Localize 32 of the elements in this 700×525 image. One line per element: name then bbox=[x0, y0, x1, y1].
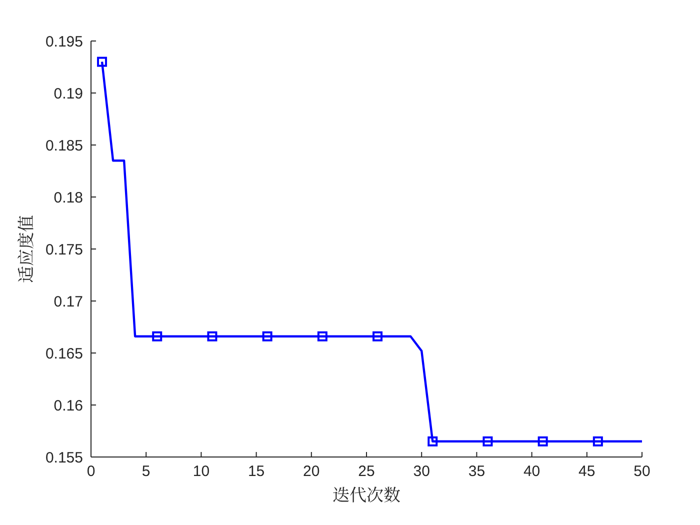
y-tick-label: 0.165 bbox=[45, 345, 83, 362]
point bbox=[207, 331, 218, 342]
x-tick-label: 20 bbox=[303, 463, 320, 480]
y-tick-label: 0.185 bbox=[45, 137, 83, 154]
y-tick-label: 0.195 bbox=[45, 33, 83, 50]
x-tick-label: 25 bbox=[358, 463, 375, 480]
point bbox=[317, 331, 328, 342]
point bbox=[592, 436, 603, 446]
y-tick-label: 0.19 bbox=[54, 85, 83, 102]
point bbox=[262, 331, 272, 342]
x-tick-label: 15 bbox=[248, 463, 265, 480]
point bbox=[152, 331, 162, 342]
x-tick-label: 30 bbox=[413, 463, 430, 480]
x-tick-label: 5 bbox=[142, 463, 150, 480]
point bbox=[538, 436, 548, 446]
y-tick-label: 0.155 bbox=[45, 449, 83, 466]
point bbox=[428, 436, 438, 446]
point bbox=[97, 56, 108, 67]
point bbox=[482, 436, 493, 446]
x-tick-label: 10 bbox=[192, 463, 210, 480]
y-tick-label: 0.16 bbox=[54, 397, 83, 414]
y-tick-label: 0.175 bbox=[45, 241, 83, 258]
x-tick-label: 50 bbox=[634, 463, 650, 480]
x-tick-label: 35 bbox=[468, 463, 486, 480]
x-axis-title: 迭代次数 bbox=[332, 481, 400, 506]
y-tick-label: 0.18 bbox=[54, 189, 83, 206]
x-tick-label: 40 bbox=[523, 463, 540, 480]
y-tick-label: 0.17 bbox=[54, 293, 83, 310]
point bbox=[372, 331, 383, 342]
y-axis-title: 适应度值 bbox=[12, 215, 37, 283]
x-tick-label: 0 bbox=[86, 463, 96, 480]
x-tick-label: 45 bbox=[578, 463, 596, 480]
